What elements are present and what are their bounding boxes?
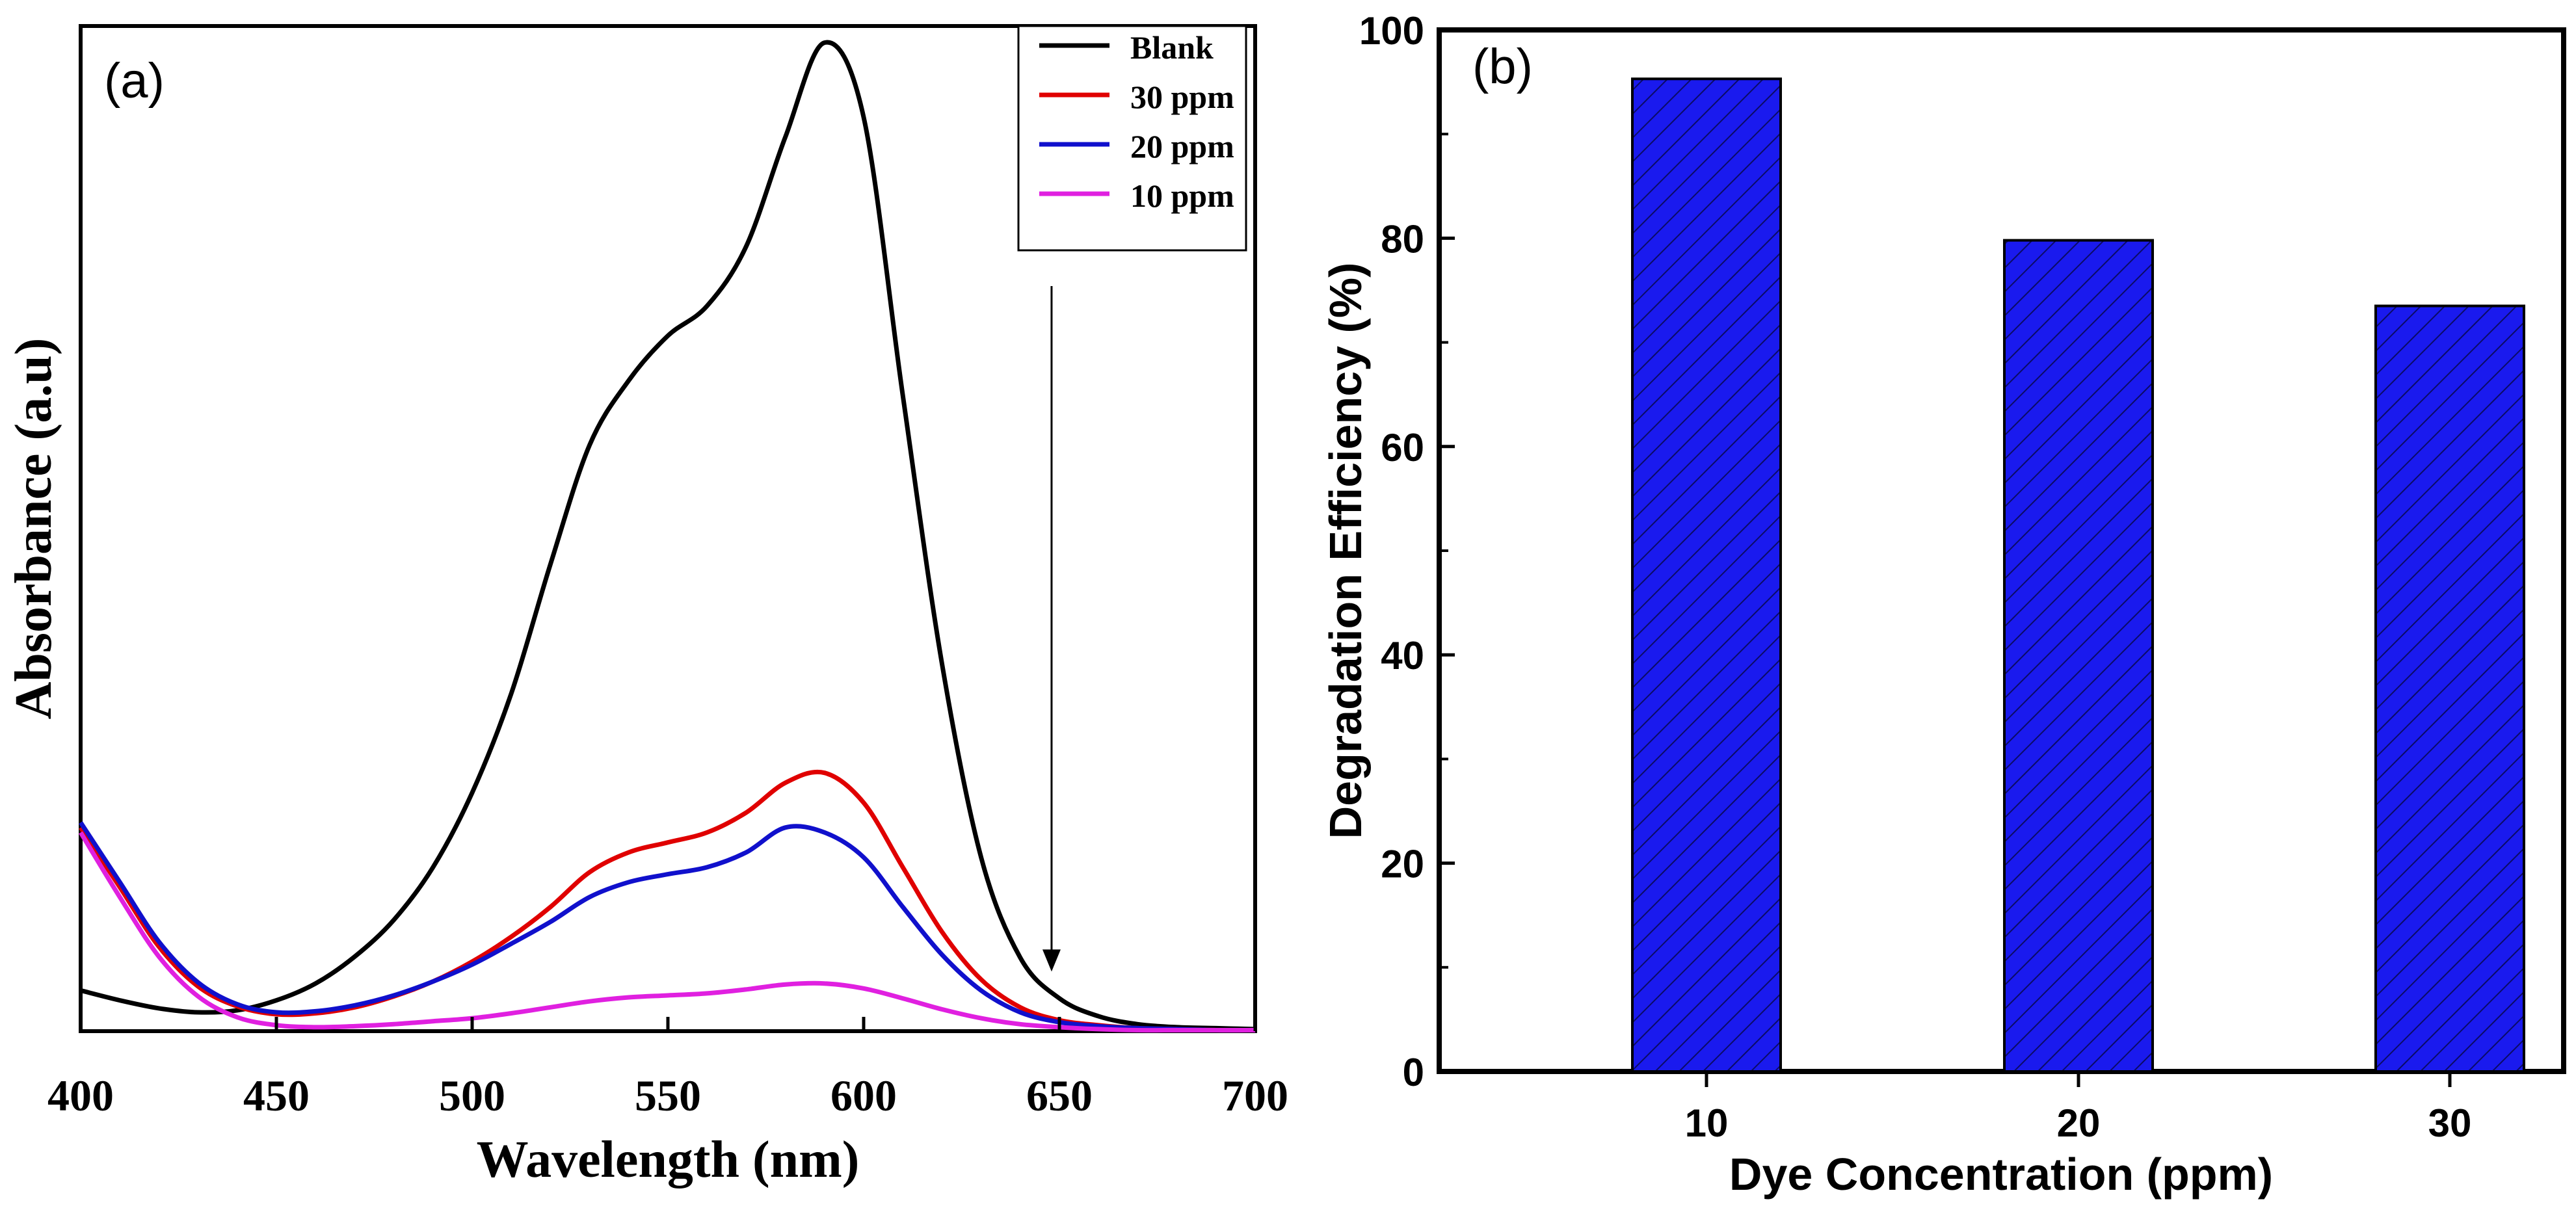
y-tick-label: 40 xyxy=(1381,634,1424,677)
x-axis-title: Wavelength (nm) xyxy=(477,1131,860,1188)
y-tick-label: 0 xyxy=(1403,1051,1424,1094)
series-line-10-ppm xyxy=(79,831,1255,1033)
y-tick-label: 20 xyxy=(1381,843,1424,886)
x-tick-label: 650 xyxy=(1026,1071,1093,1120)
series-line-blank xyxy=(80,40,1256,1032)
legend: Blank 30 ppm 20 ppm 10 ppm xyxy=(1017,25,1247,252)
arrow-head xyxy=(1042,949,1061,972)
x-axis-ticks: 400 450 500 550 600 650 700 xyxy=(47,1017,1288,1120)
legend-box xyxy=(1017,25,1247,252)
x-tick-label: 700 xyxy=(1222,1071,1288,1120)
bar-30 xyxy=(2374,304,2525,1073)
y-tick-label: 60 xyxy=(1381,426,1424,469)
series-group xyxy=(79,40,1256,1033)
absorbance-spectrum-chart: 400 450 500 550 600 650 700 (a) Wavelength (nm… xyxy=(5,24,1288,1188)
x-tick-label: 550 xyxy=(635,1071,701,1120)
bar-10 xyxy=(1631,77,1782,1073)
y-axis-ticks: 0 20 40 60 80 100 xyxy=(1359,9,1455,1094)
series-line-20-ppm xyxy=(79,821,1256,1033)
panel-label: (b) xyxy=(1472,39,1533,94)
degradation-efficiency-chart: 0 20 40 60 80 100 10 20 30 (b) Dye Concentratio… xyxy=(1320,9,2566,1200)
decrease-arrow xyxy=(1042,286,1061,972)
x-axis-ticks: 10 20 30 xyxy=(1685,1071,2472,1145)
x-tick-label: 400 xyxy=(47,1071,114,1120)
legend-label: 20 ppm xyxy=(1130,128,1234,164)
y-tick-label: 80 xyxy=(1381,217,1424,261)
legend-label: 30 ppm xyxy=(1130,79,1234,115)
legend-label: 10 ppm xyxy=(1130,177,1234,214)
x-tick-label: 450 xyxy=(243,1071,310,1120)
x-axis-title: Dye Concentration (ppm) xyxy=(1729,1149,2273,1200)
bars-group xyxy=(1631,77,2525,1073)
x-tick-label: 30 xyxy=(2428,1101,2472,1145)
bar-20 xyxy=(2003,239,2154,1073)
x-tick-label: 600 xyxy=(830,1071,897,1120)
y-axis-title: Absorbance (a.u) xyxy=(5,338,62,720)
x-tick-label: 10 xyxy=(1685,1101,1729,1145)
legend-label: Blank xyxy=(1130,29,1214,66)
x-tick-label: 20 xyxy=(2057,1101,2101,1145)
x-tick-label: 500 xyxy=(439,1071,505,1120)
y-axis-title: Degradation Efficiency (%) xyxy=(1320,263,1371,839)
panel-label: (a) xyxy=(104,53,165,109)
y-tick-label: 100 xyxy=(1359,9,1424,53)
